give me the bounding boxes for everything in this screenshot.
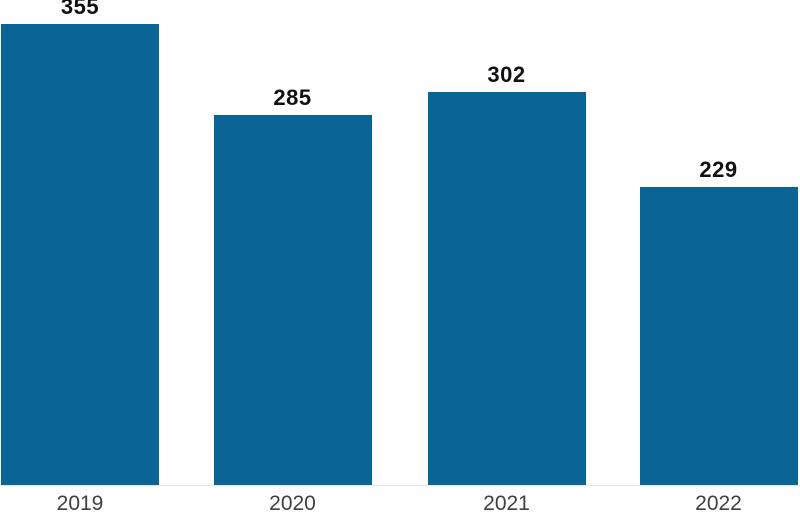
x-axis-line: [0, 485, 800, 486]
value-label: 302: [487, 62, 526, 88]
bar: [639, 187, 798, 485]
bar: [213, 114, 372, 485]
x-axis-label: 2019: [56, 492, 104, 515]
bar: [1, 23, 159, 485]
value-label: 355: [60, 0, 100, 19]
value-label: 229: [699, 157, 738, 183]
x-axis-label: 2022: [695, 492, 742, 515]
value-label: 285: [273, 84, 312, 110]
x-axis-label: 2020: [269, 492, 316, 515]
bar: [427, 92, 586, 485]
x-axis-label: 2021: [483, 492, 530, 515]
